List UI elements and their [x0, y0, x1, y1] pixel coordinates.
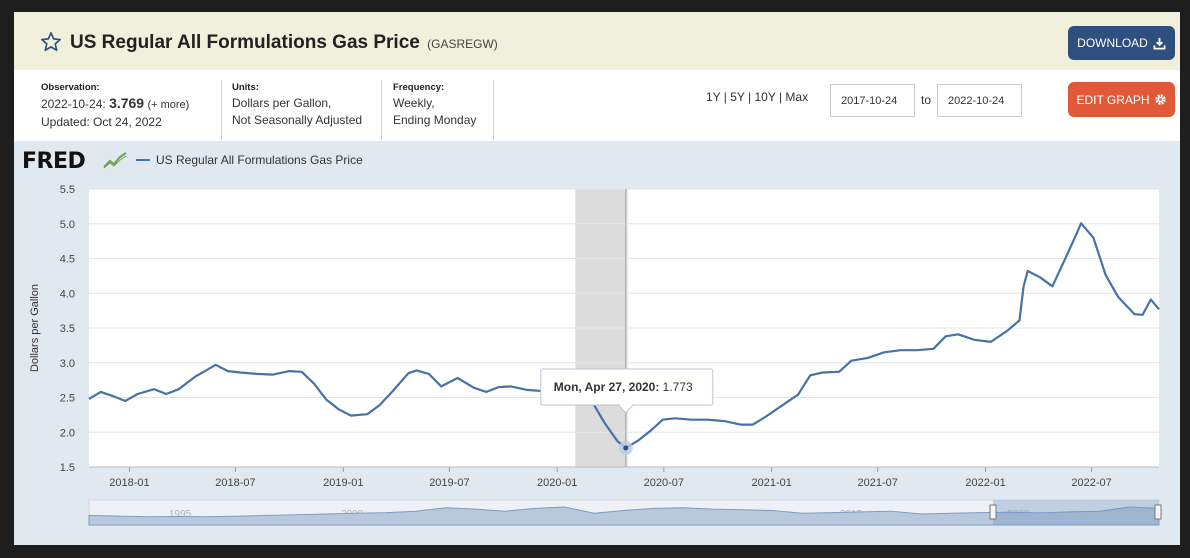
- download-label: DOWNLOAD: [1077, 36, 1148, 50]
- start-date-input[interactable]: 2017-10-24: [830, 84, 915, 117]
- frequency-line-2: Ending Monday: [393, 113, 477, 127]
- x-tick-label: 2021-07: [858, 477, 898, 489]
- x-tick-label: 2019-01: [323, 477, 363, 489]
- hover-point: [623, 445, 629, 451]
- edit-graph-label: EDIT GRAPH: [1076, 92, 1150, 107]
- y-tick-label: 4.5: [60, 254, 75, 266]
- updated-date: Updated: Oct 24, 2022: [41, 115, 162, 129]
- x-tick-label: 2022-01: [965, 477, 1005, 489]
- observation-date: 2022-10-24:: [41, 97, 106, 111]
- series-line: [88, 222, 1160, 450]
- y-tick-label: 4.0: [60, 288, 75, 300]
- fred-logo-icon: [103, 152, 127, 169]
- star-icon[interactable]: [40, 31, 62, 53]
- observation-label: Observation:: [41, 82, 100, 93]
- series-id: (GASREGW): [427, 37, 498, 51]
- more-observations-link[interactable]: (+ more): [147, 99, 190, 111]
- x-tick-label: 2018-01: [109, 477, 149, 489]
- download-button[interactable]: DOWNLOAD: [1068, 26, 1175, 60]
- navigator-handle: [1154, 504, 1162, 520]
- units-line-2: Not Seasonally Adjusted: [232, 113, 363, 127]
- x-tick-label: 2018-07: [215, 477, 255, 489]
- observation-line: 2022-10-24: 3.769 (+ more): [41, 95, 189, 114]
- observation-block: Observation: 2022-10-24: 3.769 (+ more) …: [41, 82, 189, 131]
- tooltip-value: 1.773: [663, 380, 693, 394]
- gear-icon: [1154, 94, 1166, 105]
- series-header: US Regular All Formulations Gas Price (G…: [14, 12, 1180, 70]
- navigator-area: [88, 506, 1160, 526]
- legend-swatch: [136, 159, 150, 161]
- tooltip-text: Mon, Apr 27, 2020: 1.773: [554, 380, 693, 394]
- fred-series-card: US Regular All Formulations Gas Price (G…: [14, 12, 1180, 545]
- line-chart[interactable]: 1.5 2.0 2.5 3.0 3.5 4.0 4.5 5.0 5.5 2018-01 2018-0…: [14, 141, 1180, 545]
- download-icon: [1153, 37, 1166, 49]
- frequency-label: Frequency:: [393, 82, 445, 93]
- fred-logo: FRED: [22, 149, 86, 174]
- observation-value: 3.769: [109, 95, 145, 111]
- to-label: to: [921, 93, 932, 107]
- y-tick-label: 5.5: [60, 184, 75, 196]
- end-date-input[interactable]: 2022-10-24: [937, 84, 1022, 117]
- units-line-1: Dollars per Gallon,: [232, 96, 332, 110]
- x-tick-label: 2020-07: [644, 477, 684, 489]
- y-tick-label: 1.5: [60, 462, 75, 474]
- x-tick-label: 2020-01: [537, 477, 577, 489]
- units-label: Units:: [232, 82, 259, 93]
- meta-divider: [221, 80, 222, 140]
- x-tick-label: 2021-01: [751, 477, 791, 489]
- x-tick-label: 2022-07: [1071, 477, 1111, 489]
- navigator-year-label: 1995: [169, 509, 192, 520]
- y-tick-label: 5.0: [60, 219, 75, 231]
- tooltip-pointer: [618, 404, 634, 414]
- x-tick-label: 2019-07: [429, 477, 469, 489]
- graph-area: 1.5 2.0 2.5 3.0 3.5 4.0 4.5 5.0 5.5 2018-01 2018-0…: [14, 141, 1180, 545]
- meta-divider: [381, 80, 382, 140]
- y-tick-label: 2.0: [60, 427, 75, 439]
- legend-entry: US Regular All Formulations Gas Price: [136, 153, 363, 167]
- y-tick-label: 2.5: [60, 393, 75, 405]
- tooltip-date: Mon, Apr 27, 2020:: [554, 380, 663, 394]
- frequency-line-1: Weekly,: [393, 96, 435, 110]
- meta-divider: [493, 80, 494, 140]
- units-block: Units: Dollars per Gallon, Not Seasonall…: [232, 82, 362, 129]
- navigator-handle: [989, 504, 997, 520]
- y-tick-label: 3.0: [60, 358, 75, 370]
- y-tick-label: 3.5: [60, 323, 75, 335]
- frequency-block: Frequency: Weekly, Ending Monday: [393, 82, 476, 129]
- edit-graph-button[interactable]: EDIT GRAPH: [1068, 82, 1175, 117]
- range-links[interactable]: 1Y | 5Y | 10Y | Max: [706, 90, 809, 104]
- series-title-text: US Regular All Formulations Gas Price: [70, 32, 420, 53]
- legend-label: US Regular All Formulations Gas Price: [156, 153, 363, 167]
- y-axis-title: Dollars per Gallon: [29, 284, 41, 372]
- navigator-selection: [993, 500, 1159, 525]
- page-title: US Regular All Formulations Gas Price (G…: [70, 32, 498, 54]
